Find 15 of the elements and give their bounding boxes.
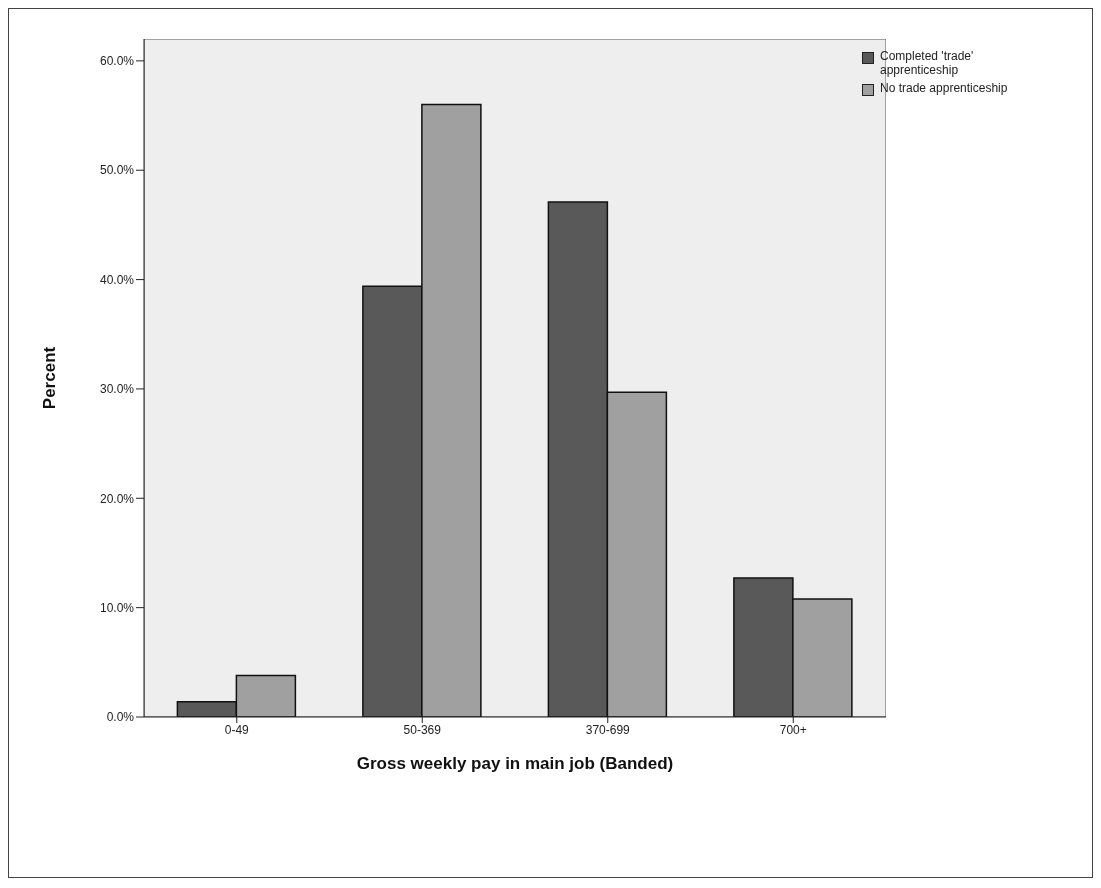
y-tick-label: 20.0%	[99, 491, 135, 506]
x-axis-title: Gross weekly pay in main job (Banded)	[356, 754, 674, 773]
y-tick-label: 60.0%	[99, 54, 135, 69]
legend-label: Completed 'trade' apprenticeship	[880, 49, 975, 77]
y-tick-label: 40.0%	[99, 272, 135, 287]
y-tick-label: 50.0%	[99, 163, 135, 178]
x-tick-label: 700+	[779, 722, 807, 737]
y-tick-label: 10.0%	[99, 600, 135, 615]
legend-label: No trade apprenticeship	[880, 81, 1008, 95]
x-tick-label: 370-699	[585, 722, 631, 737]
y-tick-label: 0.0%	[106, 710, 135, 725]
x-tick-label: 0-49	[224, 722, 250, 737]
x-tick-label: 50-369	[403, 722, 442, 737]
y-tick-label: 30.0%	[99, 382, 135, 397]
y-axis-title: Percent	[40, 346, 60, 410]
